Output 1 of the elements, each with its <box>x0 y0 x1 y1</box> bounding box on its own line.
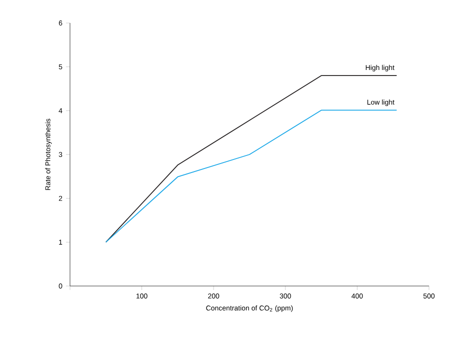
line-series <box>105 110 398 243</box>
